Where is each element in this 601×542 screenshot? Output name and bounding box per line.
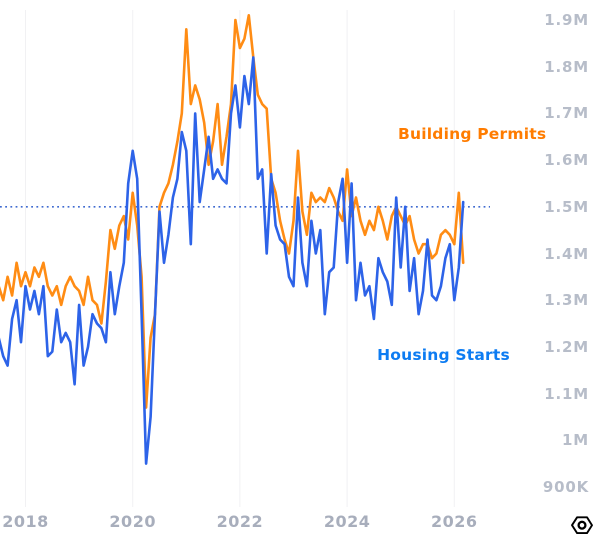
y-tick-label: 1.7M bbox=[544, 104, 589, 123]
y-tick-label: 1.5M bbox=[544, 197, 589, 216]
y-tick-label: 1.4M bbox=[544, 244, 589, 263]
y-tick-label: 1.1M bbox=[544, 384, 589, 403]
series-line-housing-starts bbox=[0, 56, 465, 465]
x-tick-label: 2018 bbox=[2, 512, 49, 531]
y-tick-label: 1.6M bbox=[544, 151, 589, 170]
y-tick-label: 1.9M bbox=[544, 11, 589, 29]
y-tick-label: 1M bbox=[562, 431, 589, 450]
hexagon-circle-logo-icon[interactable] bbox=[570, 515, 594, 536]
y-tick-label: 1.2M bbox=[544, 337, 589, 356]
y-tick-label: 1.3M bbox=[544, 291, 589, 310]
x-tick-label: 2024 bbox=[323, 512, 371, 531]
series-line-building-permits bbox=[0, 14, 465, 409]
annotation-housing-starts: Housing Starts bbox=[377, 345, 510, 364]
y-tick-label: 1.8M bbox=[544, 57, 589, 76]
hexagon-circle-logo-glyph bbox=[571, 516, 593, 535]
annotation-building-permits: Building Permits bbox=[398, 125, 547, 144]
y-tick-label: 900K bbox=[542, 478, 589, 496]
x-tick-label: 2026 bbox=[431, 512, 478, 531]
x-tick-label: 2020 bbox=[109, 512, 156, 531]
x-tick-label: 2022 bbox=[216, 512, 264, 531]
